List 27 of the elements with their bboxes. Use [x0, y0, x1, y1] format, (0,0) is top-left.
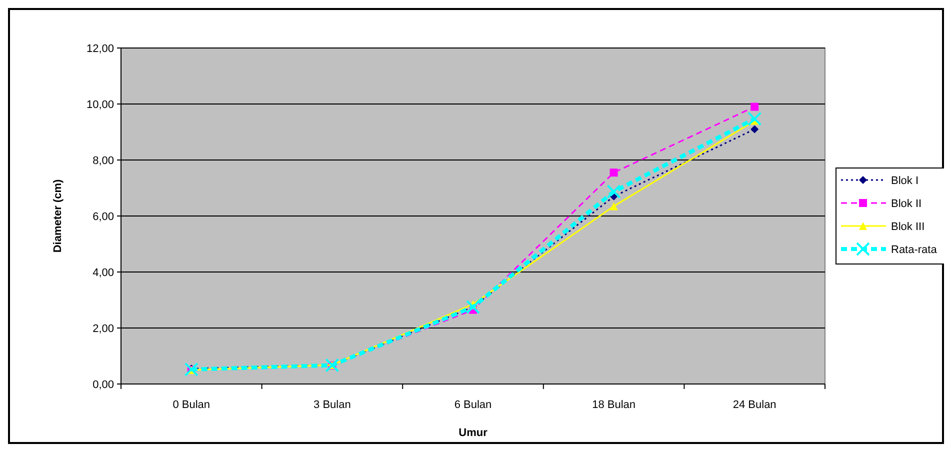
legend-label: Blok I: [891, 174, 919, 187]
y-tick-label: 0,00: [92, 378, 114, 391]
legend-label: Blok III: [891, 220, 925, 233]
x-tick-label: 24 Bulan: [732, 399, 776, 411]
x-tick-label: 3 Bulan: [314, 399, 351, 411]
x-tick-label: 0 Bulan: [172, 399, 210, 411]
point: [750, 102, 759, 111]
point: [748, 112, 762, 126]
y-tick-label: 4,00: [92, 266, 114, 279]
point: [606, 184, 621, 199]
point: [184, 362, 198, 376]
y-tick-label: 6,00: [92, 210, 114, 223]
y-tick-label: 2,00: [92, 322, 114, 335]
point: [610, 202, 618, 210]
y-tick-label: 10,00: [86, 98, 114, 111]
point: [325, 358, 340, 372]
point: [466, 300, 480, 314]
y-axis-title: Diameter (cm): [52, 178, 64, 253]
x-tick-label: 6 Bulan: [454, 399, 492, 411]
y-tick-label: 12,00: [86, 42, 114, 55]
x-tick-label: 18 Bulan: [592, 399, 636, 411]
point: [750, 125, 759, 134]
point: [610, 168, 618, 177]
legend-label: Rata-rata: [891, 244, 938, 256]
x-axis-title: Umur: [458, 427, 488, 439]
y-tick-label: 8,00: [92, 154, 114, 167]
legend-label: Blok II: [891, 198, 922, 210]
